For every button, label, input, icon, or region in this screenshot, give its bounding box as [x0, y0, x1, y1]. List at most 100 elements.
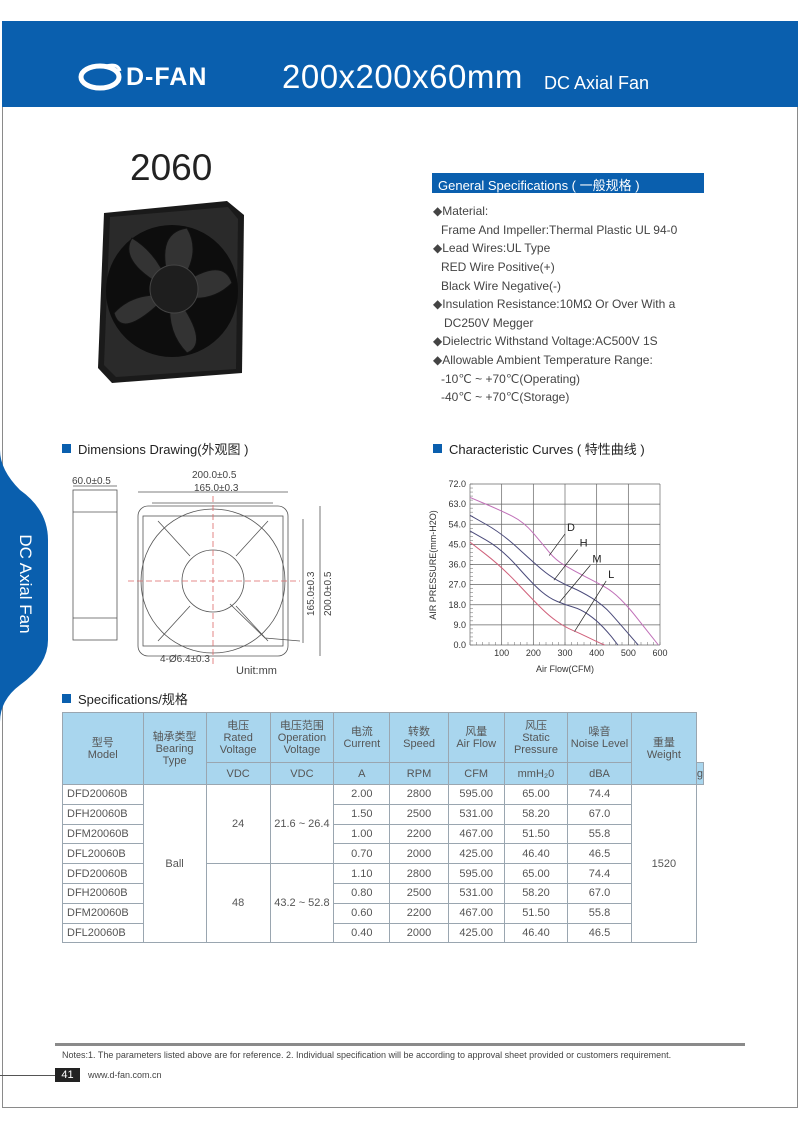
specifications-title: Specifications/规格 — [78, 692, 188, 707]
column-header-en: Air Flow — [456, 737, 497, 750]
curves-heading: Characteristic Curves ( 特性曲线 ) — [433, 439, 645, 458]
y-tick-label: 0.0 — [453, 640, 466, 650]
table-row: DFM20060B 0.60 2200 467.00 51.50 55.8 — [62, 902, 704, 924]
dimensions-drawing: 60.0±0.5 200.0±0.5 165.0±0.3 165.0±0.3 2… — [72, 470, 334, 677]
noise-cell: 67.0 — [567, 803, 632, 825]
speed-cell: 2800 — [389, 863, 449, 884]
column-header: 重量 Weight — [630, 712, 697, 785]
spec-line: DC250V Megger — [444, 316, 534, 330]
column-header-cn: 型号 — [91, 736, 114, 749]
column-header-cn: 风量 — [465, 725, 488, 738]
model-cell: DFD20060B — [62, 863, 144, 884]
spec-line: ◆Lead Wires:UL Type — [433, 241, 551, 255]
unit-cell: VDC — [269, 762, 335, 785]
noise-cell: 74.4 — [567, 784, 632, 805]
y-tick-label: 27.0 — [448, 580, 466, 590]
current-cell: 1.00 — [333, 823, 391, 845]
speed-cell: 2500 — [389, 882, 449, 904]
model-cell: DFD20060B — [62, 784, 144, 805]
column-header: 噪音 Noise Level — [567, 712, 632, 763]
airflow-cell: 531.00 — [447, 803, 505, 825]
model-cell: DFH20060B — [62, 882, 144, 904]
column-header-en: Current — [343, 737, 381, 750]
unit-cell: RPM — [389, 762, 449, 785]
website-url: www.d-fan.com.cn — [88, 1070, 162, 1080]
y-axis-label: AIR PRESSURE(mm-H2O) — [428, 510, 438, 620]
current-cell: 1.10 — [333, 863, 391, 884]
x-tick-label: 200 — [526, 648, 541, 658]
model-cell: DFL20060B — [62, 922, 144, 944]
curve-pointer — [559, 565, 591, 603]
model-cell: DFL20060B — [62, 843, 144, 865]
unit-cell: mmH₂0 — [503, 762, 569, 785]
pressure-cell: 51.50 — [503, 902, 569, 924]
column-header-cn: 转数 — [408, 725, 431, 738]
spec-line: ◆Dielectric Withstand Voltage:AC500V 1S — [433, 334, 658, 348]
speed-cell: 2200 — [389, 823, 449, 845]
noise-cell: 74.4 — [567, 863, 632, 884]
current-cell: 0.70 — [333, 843, 391, 865]
table-header-row: 型号 Model 轴承类型 Bearing Type 电压 Rated Voltage 电压… — [62, 712, 704, 785]
column-header: 型号 Model — [62, 712, 144, 785]
column-header-en: Static Pressure — [513, 731, 558, 756]
column-header: 电压 Rated Voltage — [205, 712, 271, 763]
spec-line: -40℃ ~ +70℃(Storage) — [441, 390, 570, 404]
bearing-cell: Ball — [142, 783, 207, 944]
logo-swirl-icon — [78, 63, 122, 91]
pressure-cell: 65.00 — [503, 863, 569, 884]
pressure-cell: 58.20 — [503, 882, 569, 904]
column-header: 转数 Speed — [389, 712, 449, 763]
airflow-cell: 531.00 — [447, 882, 505, 904]
x-tick-label: 100 — [494, 648, 509, 658]
unit-cell: CFM — [447, 762, 505, 785]
bullet-square-icon — [62, 694, 71, 703]
page-number-rule — [0, 1075, 55, 1076]
curve-pointer — [574, 580, 607, 632]
column-header-cn: 重量 — [652, 736, 675, 749]
airflow-cell: 467.00 — [447, 823, 505, 845]
current-cell: 0.80 — [333, 882, 391, 904]
curve-pointer — [553, 549, 578, 581]
spec-line: RED Wire Positive(+) — [441, 260, 555, 274]
specifications-table: 型号 Model 轴承类型 Bearing Type 电压 Rated Voltage 电压… — [62, 712, 705, 944]
pressure-cell: 65.00 — [503, 784, 569, 805]
brand-logo: D-FAN — [78, 62, 207, 92]
notes: Notes:1. The parameters listed above are… — [62, 1050, 672, 1060]
hole-spec: 4-Ø6.4±0.3 — [160, 654, 210, 665]
noise-cell: 46.5 — [567, 843, 632, 865]
unit-cell: g — [695, 762, 705, 785]
model-number: 2060 — [130, 147, 213, 188]
speed-cell: 2000 — [389, 922, 449, 944]
product-size-title: 200x200x60mm — [282, 58, 523, 95]
y-tick-label: 9.0 — [453, 620, 466, 630]
spec-line: ◆Insulation Resistance:10MΩ Or Over With… — [433, 297, 676, 311]
pressure-cell: 58.20 — [503, 803, 569, 825]
dimensions-title: Dimensions Drawing(外观图 ) — [78, 442, 249, 457]
column-header-en: Bearing Type — [155, 742, 194, 767]
unit-label: Unit:mm — [236, 665, 277, 677]
table-unit-row: VDC VDC A RPM CFM mmH₂0 dBA g — [63, 762, 705, 785]
column-header-cn: 电压范围 — [279, 719, 324, 732]
model-cell: DFM20060B — [62, 823, 144, 845]
airflow-cell: 425.00 — [447, 922, 505, 944]
x-tick-label: 400 — [589, 648, 604, 658]
table-row: DFH20060B 1.50 2500 531.00 58.20 67.0 — [62, 803, 704, 825]
current-cell: 0.40 — [333, 922, 391, 944]
curve-m — [469, 530, 619, 646]
curve-d — [469, 496, 659, 646]
column-header: 电流 Current — [333, 712, 391, 763]
bullet-square-icon — [62, 444, 71, 453]
hole-pitch-vertical: 165.0±0.3 — [306, 571, 317, 616]
airflow-cell: 467.00 — [447, 902, 505, 924]
spec-line: ◆Material: — [433, 204, 489, 218]
weight-cell: 1520 — [630, 783, 697, 944]
spec-line: Frame And Impeller:Thermal Plastic UL 94… — [441, 223, 678, 237]
y-tick-label: 72.0 — [448, 479, 466, 489]
current-cell: 1.50 — [333, 803, 391, 825]
voltage-range-cell: 43.2 ~ 52.8 — [269, 863, 335, 944]
column-header-cn: 电流 — [350, 725, 373, 738]
depth-dimension: 60.0±0.5 — [72, 476, 111, 487]
column-header-cn: 轴承类型 — [152, 730, 197, 743]
airflow-cell: 595.00 — [447, 863, 505, 884]
column-header: 风量 Air Flow — [447, 712, 505, 763]
